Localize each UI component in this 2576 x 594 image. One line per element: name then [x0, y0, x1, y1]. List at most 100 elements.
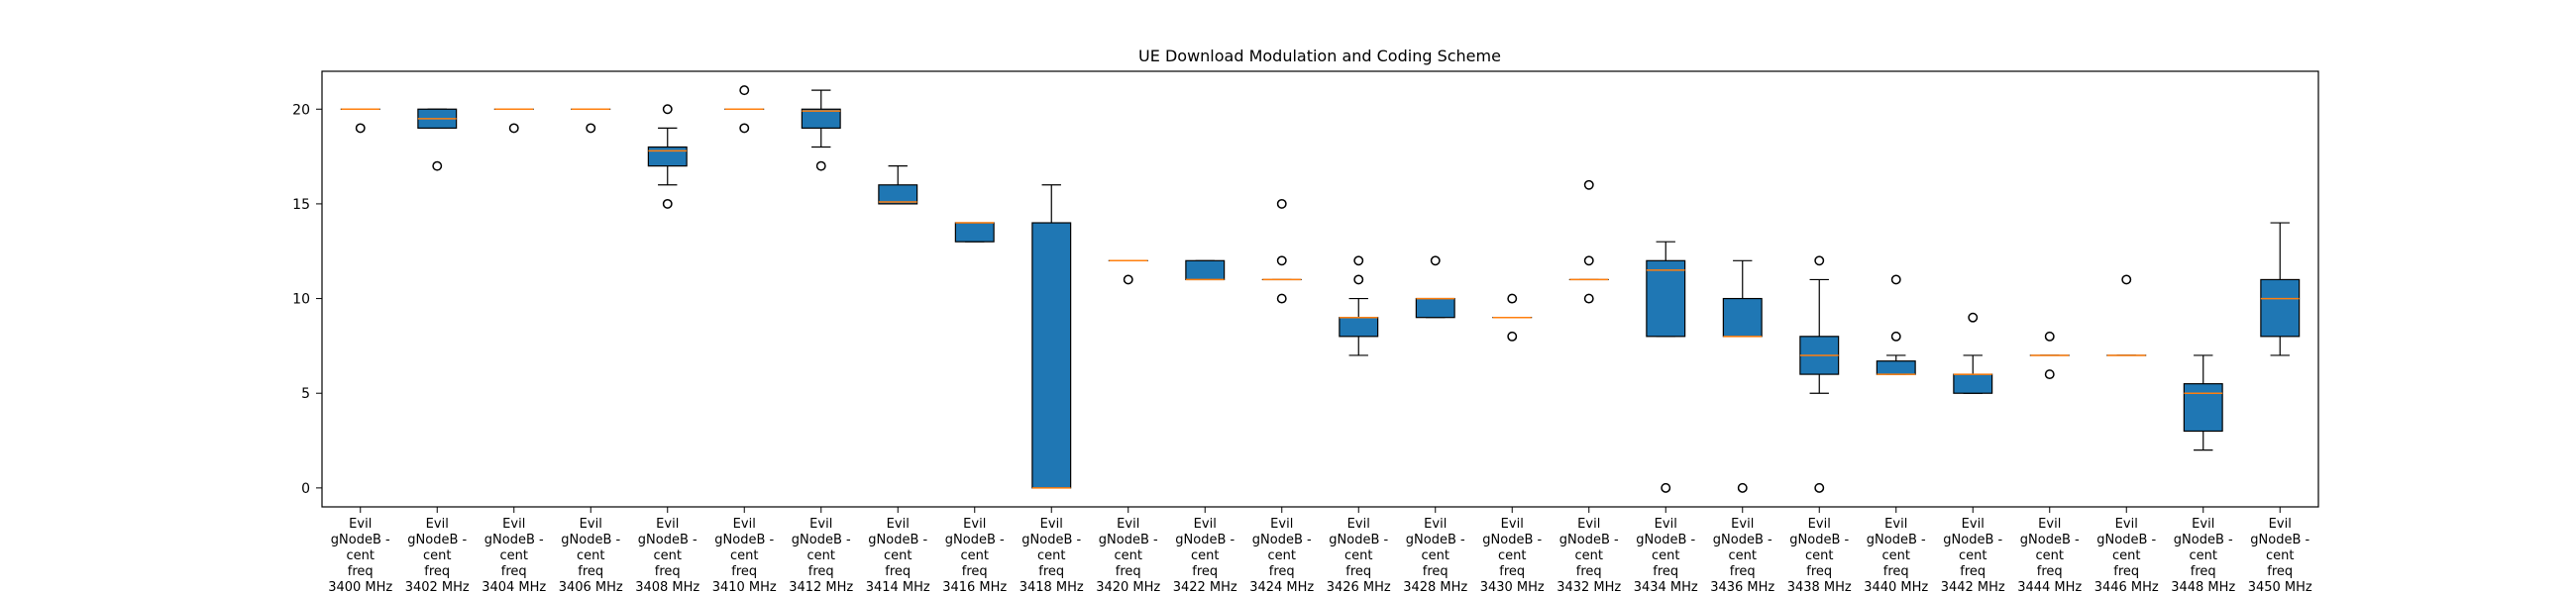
x-tick-label-line: gNodeB - [1867, 533, 1926, 547]
box-group [724, 85, 765, 134]
x-tick-label-line: Evil [502, 517, 525, 532]
x-tick-label: Evil gNodeB -cent freq 3430 MHz [1480, 517, 1545, 594]
x-tick-label-line: Evil [963, 517, 986, 532]
box-group [2029, 331, 2070, 380]
x-tick-label-line: cent [1882, 548, 1910, 563]
x-tick-label-line: 3406 MHz [559, 580, 623, 594]
x-tick-label-line: freq [1423, 564, 1449, 579]
x-tick-label-line: Evil [2269, 517, 2292, 532]
outlier-point [1890, 274, 1901, 285]
x-tick-label-line: freq [808, 564, 834, 579]
x-tick-label-line: Evil [1655, 517, 1677, 532]
outlier-point [1583, 255, 1594, 266]
box [801, 108, 841, 129]
box [1722, 297, 1763, 338]
x-tick-label-line: gNodeB - [1099, 533, 1158, 547]
x-tick-label-line: Evil [656, 517, 679, 532]
outlier-point [2044, 331, 2055, 342]
x-tick-label-line: freq [578, 564, 603, 579]
outlier-point [1507, 293, 1518, 304]
x-tick-label-line: 3428 MHz [1403, 580, 1467, 594]
x-tick-label-line: gNodeB - [1406, 533, 1465, 547]
x-tick-label-line: cent [1652, 548, 1679, 563]
x-tick-label-line: 3426 MHz [1327, 580, 1391, 594]
box-group [1646, 241, 1686, 493]
x-tick-label-line: Evil [1117, 517, 1139, 532]
x-tick-label-line: freq [424, 564, 450, 579]
x-tick-label-line: freq [2113, 564, 2139, 579]
x-tick-label: Evil gNodeB -cent freq 3422 MHz [1173, 517, 1237, 594]
x-tick-label-line: gNodeB - [561, 533, 620, 547]
box-group [1568, 179, 1609, 304]
outlier-point [1737, 482, 1748, 493]
x-tick-label-line: cent [1498, 548, 1526, 563]
x-tick-label: Evil gNodeB -cent freq 3432 MHz [1556, 517, 1621, 594]
outlier-point [1507, 331, 1518, 342]
box-group [1108, 259, 1148, 285]
outlier-point [1276, 198, 1287, 209]
x-tick-label-line: cent [807, 548, 835, 563]
x-tick-label: Evil gNodeB -cent freq 3414 MHz [866, 517, 930, 594]
x-tick-label-line: cent [2036, 548, 2064, 563]
x-tick-label-line: 3436 MHz [1710, 580, 1774, 594]
box-group [493, 108, 534, 134]
outlier-point [1814, 255, 1825, 266]
box-group [801, 89, 841, 171]
x-tick-label-line: 3422 MHz [1173, 580, 1237, 594]
x-tick-label-line: Evil [580, 517, 602, 532]
x-tick-label: Evil gNodeB -cent freq 3424 MHz [1249, 517, 1314, 594]
outlier-point [662, 104, 673, 115]
x-tick-label: Evil gNodeB -cent freq 3416 MHz [942, 517, 1007, 594]
box-group [2260, 222, 2301, 356]
x-tick-label-line: cent [1344, 548, 1372, 563]
x-tick-label-line: freq [1883, 564, 1909, 579]
box [2183, 383, 2223, 433]
x-tick-label-line: 3402 MHz [405, 580, 470, 594]
outlier-point [1814, 482, 1825, 493]
x-tick-label-line: gNodeB - [1329, 533, 1388, 547]
x-tick-label-line: freq [1269, 564, 1295, 579]
box-group [1415, 255, 1455, 319]
x-tick-label-line: Evil [1501, 517, 1524, 532]
box [1646, 259, 1686, 338]
x-tick-label: Evil gNodeB -cent freq 3442 MHz [1941, 517, 2005, 594]
box-group [340, 108, 380, 134]
x-tick-label-line: cent [1037, 548, 1065, 563]
x-tick-label-line: gNodeB - [2096, 533, 2156, 547]
x-tick-label-line: gNodeB - [792, 533, 851, 547]
x-tick-label-line: freq [1116, 564, 1141, 579]
outlier-point [1583, 293, 1594, 304]
boxes-layer [340, 85, 2301, 493]
x-tick-label-line: 3416 MHz [942, 580, 1007, 594]
x-tick-label-line: freq [2037, 564, 2063, 579]
x-tick-label-line: Evil [2115, 517, 2138, 532]
x-tick-label-line: cent [577, 548, 604, 563]
x-tick-label-line: freq [731, 564, 757, 579]
x-tick-label-line: cent [2112, 548, 2140, 563]
x-tick-label-line: gNodeB - [1713, 533, 1772, 547]
x-tick-label-line: gNodeB - [945, 533, 1005, 547]
box-group [954, 222, 995, 243]
box-group [1492, 293, 1533, 342]
x-tick-label-line: cent [1805, 548, 1833, 563]
x-tick-label-line: Evil [1424, 517, 1447, 532]
x-tick-label-line: cent [1115, 548, 1142, 563]
outlier-point [1276, 255, 1287, 266]
y-axis: 0 5 10 15 20 [292, 102, 322, 497]
x-tick-label: Evil gNodeB -cent freq 3448 MHz [2171, 517, 2235, 594]
x-tick-label-line: gNodeB - [868, 533, 927, 547]
x-tick-label: Evil gNodeB -cent freq 3428 MHz [1403, 517, 1467, 594]
outlier-point [815, 160, 826, 171]
box [647, 146, 688, 167]
x-tick-label-line: Evil [1884, 517, 1907, 532]
x-tick-label-line: cent [1191, 548, 1219, 563]
box [2260, 278, 2301, 338]
x-tick-label: Evil gNodeB -cent freq 3420 MHz [1096, 517, 1160, 594]
x-tick-label-line: gNodeB - [1252, 533, 1312, 547]
x-tick-label-line: gNodeB - [1789, 533, 1849, 547]
y-tick-label: 20 [292, 102, 310, 118]
box-group [1876, 274, 1916, 375]
outlier-point [2044, 369, 2055, 380]
